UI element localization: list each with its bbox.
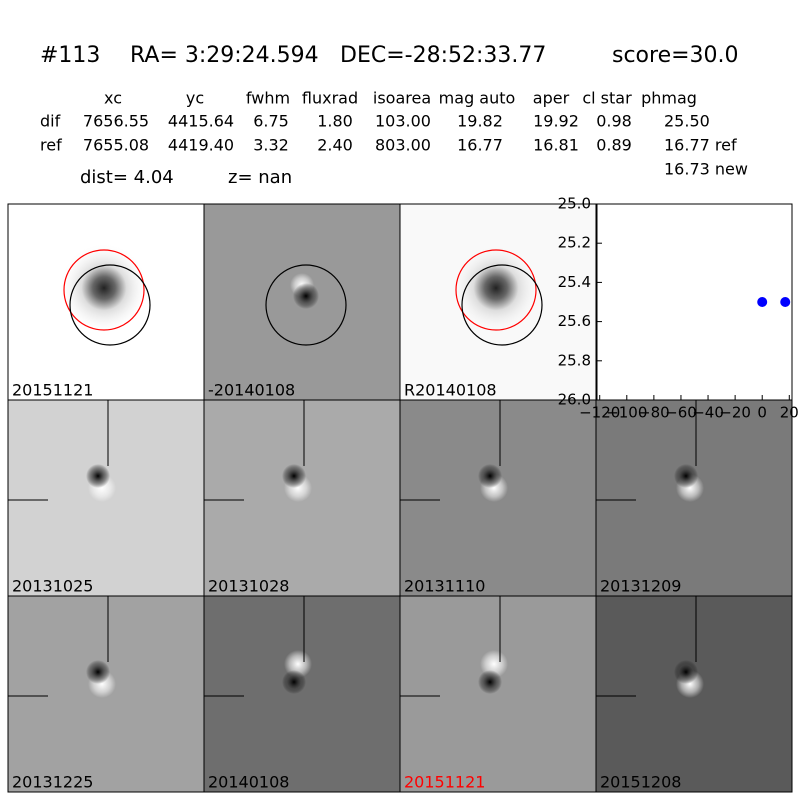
x-tick-label: −60: [665, 404, 697, 422]
column-header: yc: [186, 89, 204, 108]
y-tick-label: 25.6: [558, 312, 591, 330]
x-tick-label: −100: [606, 404, 647, 422]
image-panel: [203, 595, 401, 793]
point: [780, 297, 791, 307]
det-circle: [69, 264, 151, 346]
cell: 16.77: [457, 136, 503, 155]
cell: 0.89: [596, 136, 632, 155]
dec: DEC=-28:52:33.77: [340, 43, 546, 68]
cell: 6.75: [253, 112, 289, 131]
y-tick-label: 26.0: [558, 391, 591, 409]
cell: 103.00: [375, 112, 431, 131]
source-dark: [674, 464, 698, 488]
dist: dist= 4.04: [80, 167, 174, 188]
y-tick-label: 25.8: [558, 351, 591, 369]
source-dark: [674, 660, 698, 684]
panel-label: 20151121: [404, 773, 485, 792]
y-tick-label: 25.4: [558, 273, 591, 291]
cell: 4415.64: [168, 112, 234, 131]
source-dark: [478, 464, 502, 488]
x-tick-label: −120: [579, 404, 620, 422]
cell: 16.77 ref: [664, 136, 737, 155]
image-panel: [399, 595, 597, 793]
score: score=30.0: [612, 43, 739, 68]
source-dark: [86, 660, 110, 684]
panel-label: 20131025: [12, 577, 93, 596]
source-dark: [86, 464, 110, 488]
x-tick-label: −20: [719, 404, 751, 422]
point: [757, 297, 768, 307]
row-label: ref: [40, 136, 62, 155]
cell: 19.82: [457, 112, 503, 131]
x-tick-label: −80: [638, 404, 670, 422]
column-header: mag auto: [439, 89, 516, 108]
ref-circle: [455, 249, 537, 331]
panel-label: -20140108: [208, 381, 295, 400]
cell: 2.40: [317, 136, 353, 155]
column-header: fwhm: [246, 89, 290, 108]
panel-label: 20151208: [600, 773, 681, 792]
cell: 19.92: [533, 112, 579, 131]
cell: 16.81: [533, 136, 579, 155]
column-header: aper: [533, 89, 570, 108]
x-tick-label: 0: [757, 404, 767, 422]
column-header: phmag: [641, 89, 697, 108]
panel-label: 20151121: [12, 381, 93, 400]
source-dark: [282, 670, 306, 694]
column-header: cl star: [582, 89, 632, 108]
source-blob: [451, 243, 541, 333]
cell: 7656.55: [83, 112, 149, 131]
row-label: dif: [40, 112, 61, 131]
det-circle: [265, 264, 347, 346]
cell: 25.50: [664, 112, 710, 131]
cell: 7655.08: [83, 136, 149, 155]
cell: 1.80: [317, 112, 353, 131]
panel-label: 20131225: [12, 773, 93, 792]
id: #113: [40, 43, 100, 68]
z: z= nan: [228, 167, 292, 188]
panel-label: 20131028: [208, 577, 289, 596]
column-header: xc: [104, 89, 122, 108]
y-tick-label: 25.0: [558, 195, 591, 213]
panel-label: 20131110: [404, 577, 485, 596]
source-dark: [282, 464, 306, 488]
cell: 4419.40: [168, 136, 234, 155]
source-dark: [478, 670, 502, 694]
source-dark: [293, 283, 319, 309]
panel-label: 20131209: [600, 577, 681, 596]
panel-label: 20140108: [208, 773, 289, 792]
y-tick-label: 25.2: [558, 234, 591, 252]
column-header: isoarea: [373, 89, 431, 108]
x-tick-label: 20: [780, 404, 799, 422]
source-blob: [59, 243, 149, 333]
det-circle: [461, 264, 543, 346]
ref-circle: [63, 249, 145, 331]
panel-label: R20140108: [404, 381, 497, 400]
table-extra: 16.73 new: [664, 160, 748, 179]
cell: 803.00: [375, 136, 431, 155]
x-tick-label: −40: [692, 404, 724, 422]
cell: 0.98: [596, 112, 632, 131]
column-header: fluxrad: [302, 89, 358, 108]
ra: RA= 3:29:24.594: [130, 43, 319, 68]
cell: 3.32: [253, 136, 289, 155]
